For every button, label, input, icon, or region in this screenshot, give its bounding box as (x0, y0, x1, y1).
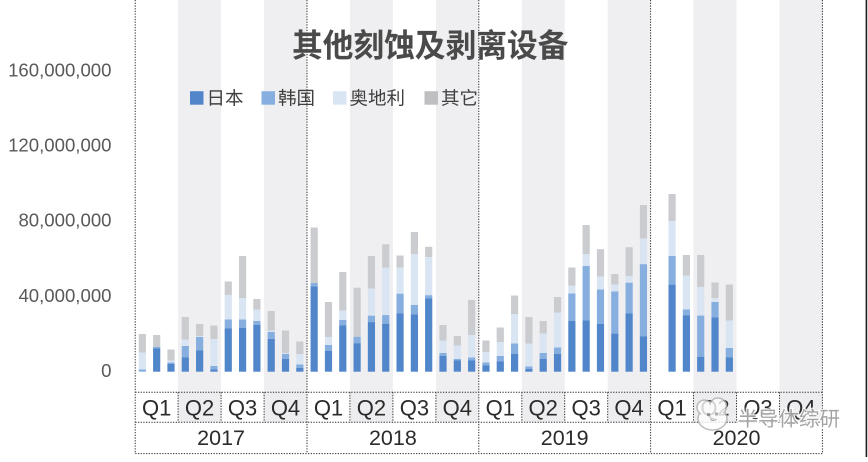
svg-text:2019: 2019 (541, 426, 589, 450)
svg-text:2020: 2020 (713, 426, 761, 450)
svg-text:Q4: Q4 (443, 396, 472, 421)
svg-text:Q4: Q4 (271, 396, 300, 421)
svg-text:Q3: Q3 (400, 396, 429, 421)
svg-text:80,000,000: 80,000,000 (18, 210, 111, 231)
svg-text:2018: 2018 (369, 426, 417, 450)
svg-text:2017: 2017 (197, 426, 245, 450)
svg-text:Q3: Q3 (228, 396, 257, 421)
svg-text:Q1: Q1 (486, 396, 515, 421)
svg-text:120,000,000: 120,000,000 (8, 135, 111, 156)
svg-text:Q1: Q1 (657, 396, 686, 421)
svg-text:Q2: Q2 (357, 396, 386, 421)
svg-text:0: 0 (101, 360, 111, 381)
svg-text:Q1: Q1 (142, 396, 171, 421)
svg-text:Q3: Q3 (572, 396, 601, 421)
svg-text:Q4: Q4 (614, 396, 643, 421)
svg-text:Q2: Q2 (529, 396, 558, 421)
svg-text:Q2: Q2 (185, 396, 214, 421)
svg-text:Q1: Q1 (314, 396, 343, 421)
svg-text:40,000,000: 40,000,000 (18, 285, 111, 306)
svg-text:160,000,000: 160,000,000 (8, 59, 111, 80)
